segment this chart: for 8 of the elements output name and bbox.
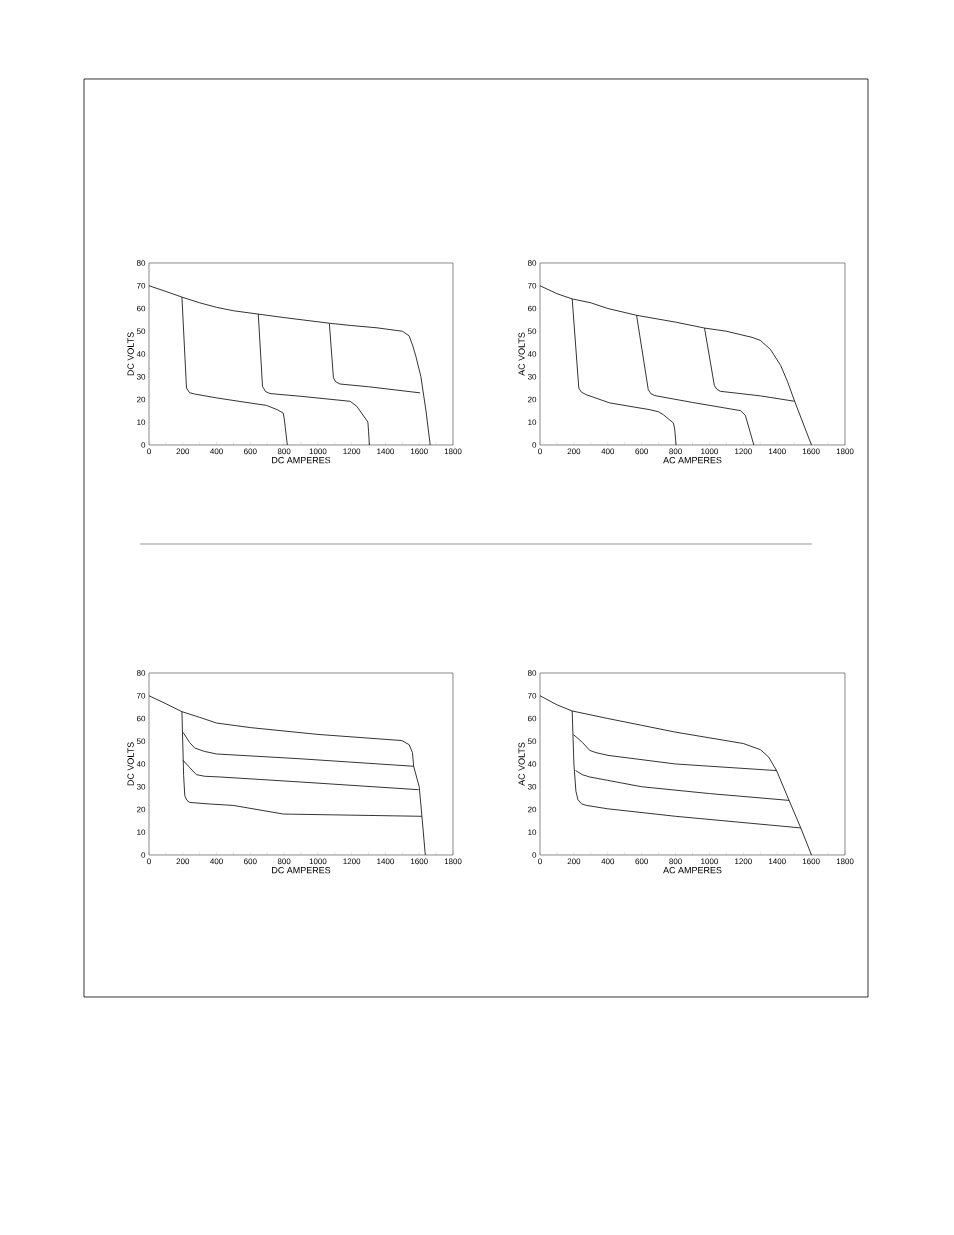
y-axis-title: AC VOLTS <box>518 742 525 786</box>
x-axis-title: AC AMPERES <box>663 866 722 874</box>
x-axis-title: DC AMPERES <box>272 456 331 464</box>
y-axis-title: DC VOLTS <box>127 742 134 786</box>
x-axis-title: DC AMPERES <box>272 866 331 874</box>
y-axis-title: DC VOLTS <box>127 332 134 376</box>
x-axis-title: AC AMPERES <box>663 456 722 464</box>
y-axis-title: AC VOLTS <box>518 332 525 376</box>
